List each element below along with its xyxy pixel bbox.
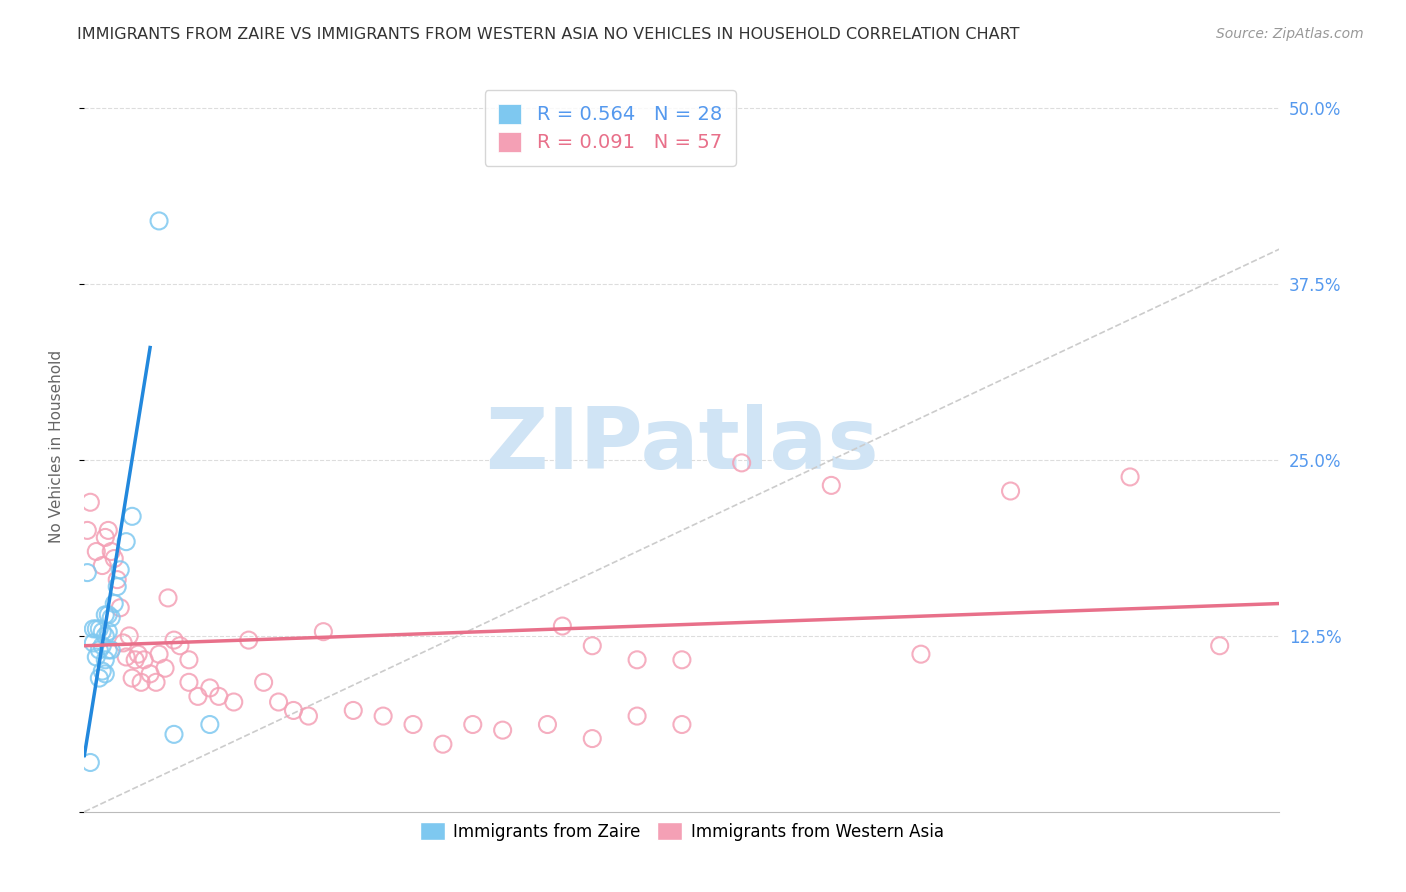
- Point: [820, 478, 842, 492]
- Point: [100, 610, 122, 624]
- Point: [198, 681, 221, 695]
- Point: [76, 566, 98, 580]
- Legend: Immigrants from Zaire, Immigrants from Western Asia: Immigrants from Zaire, Immigrants from W…: [413, 816, 950, 847]
- Point: [97, 624, 120, 639]
- Point: [208, 690, 231, 704]
- Point: [127, 647, 149, 661]
- Point: [626, 653, 648, 667]
- Point: [94, 530, 117, 544]
- Point: [139, 666, 162, 681]
- Point: [82, 636, 104, 650]
- Point: [1119, 470, 1142, 484]
- Point: [103, 597, 125, 611]
- Point: [492, 723, 515, 738]
- Point: [1209, 639, 1232, 653]
- Point: [76, 524, 98, 538]
- Point: [105, 573, 128, 587]
- Point: [148, 214, 170, 228]
- Point: [91, 558, 114, 573]
- Point: [91, 664, 114, 678]
- Point: [910, 647, 932, 661]
- Point: [671, 653, 693, 667]
- Point: [86, 544, 108, 558]
- Point: [373, 709, 395, 723]
- Point: [551, 619, 574, 633]
- Point: [115, 650, 138, 665]
- Text: IMMIGRANTS FROM ZAIRE VS IMMIGRANTS FROM WESTERN ASIA NO VEHICLES IN HOUSEHOLD C: IMMIGRANTS FROM ZAIRE VS IMMIGRANTS FROM…: [77, 27, 1019, 42]
- Point: [671, 717, 693, 731]
- Point: [163, 633, 186, 648]
- Point: [626, 709, 648, 723]
- Point: [103, 551, 125, 566]
- Point: [198, 717, 221, 731]
- Point: [581, 731, 603, 746]
- Point: [112, 636, 135, 650]
- Point: [121, 509, 143, 524]
- Point: [153, 661, 176, 675]
- Point: [297, 709, 319, 723]
- Point: [169, 639, 191, 653]
- Point: [100, 544, 122, 558]
- Point: [94, 653, 117, 667]
- Point: [342, 703, 364, 717]
- Point: [238, 633, 260, 648]
- Point: [89, 622, 111, 636]
- Point: [79, 495, 101, 509]
- Point: [187, 690, 209, 704]
- Point: [97, 524, 120, 538]
- Point: [253, 675, 276, 690]
- Point: [86, 622, 108, 636]
- Point: [97, 607, 120, 622]
- Point: [145, 675, 167, 690]
- Point: [222, 695, 245, 709]
- Point: [177, 675, 200, 690]
- Point: [132, 653, 156, 667]
- Point: [118, 629, 141, 643]
- Point: [581, 639, 603, 653]
- Point: [110, 563, 132, 577]
- Point: [82, 622, 104, 636]
- Point: [97, 643, 120, 657]
- Point: [110, 600, 132, 615]
- Point: [283, 703, 305, 717]
- Point: [115, 534, 138, 549]
- Point: [177, 653, 200, 667]
- Text: Source: ZipAtlas.com: Source: ZipAtlas.com: [1216, 27, 1364, 41]
- Point: [312, 624, 335, 639]
- Point: [148, 647, 170, 661]
- Y-axis label: No Vehicles in Household: No Vehicles in Household: [49, 350, 63, 542]
- Point: [105, 580, 128, 594]
- Point: [91, 624, 114, 639]
- Point: [89, 671, 111, 685]
- Point: [100, 643, 122, 657]
- Point: [94, 629, 117, 643]
- Point: [94, 666, 117, 681]
- Point: [1000, 483, 1022, 498]
- Point: [94, 607, 117, 622]
- Point: [89, 643, 111, 657]
- Point: [731, 456, 754, 470]
- Point: [86, 650, 108, 665]
- Point: [121, 671, 143, 685]
- Point: [124, 653, 146, 667]
- Point: [129, 675, 152, 690]
- Point: [79, 756, 101, 770]
- Point: [402, 717, 425, 731]
- Text: ZIPatlas: ZIPatlas: [485, 404, 879, 488]
- Point: [461, 717, 484, 731]
- Point: [91, 639, 114, 653]
- Point: [432, 737, 454, 751]
- Point: [267, 695, 290, 709]
- Point: [163, 727, 186, 741]
- Point: [536, 717, 558, 731]
- Point: [157, 591, 180, 605]
